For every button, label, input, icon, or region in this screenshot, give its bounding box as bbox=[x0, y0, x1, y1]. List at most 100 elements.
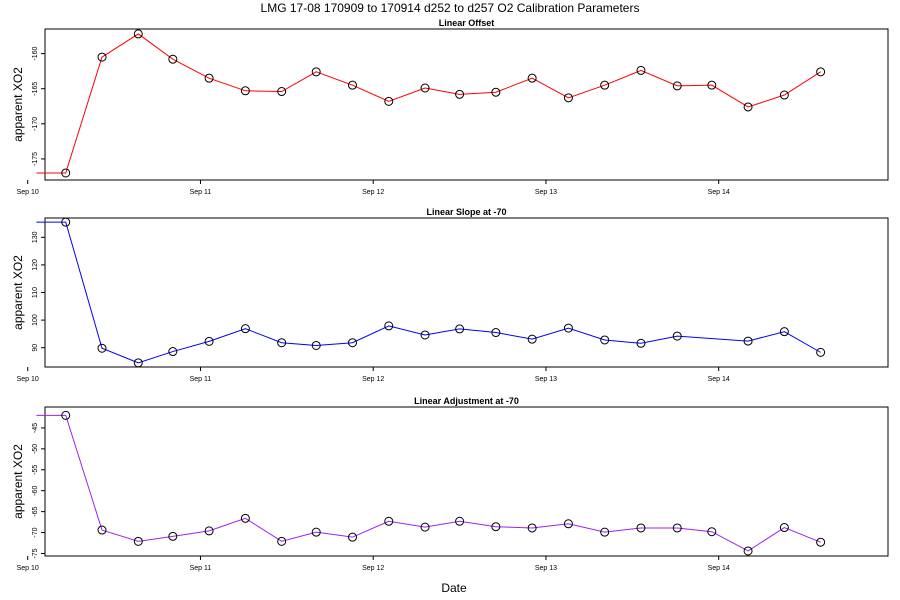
panel-3-data-point bbox=[743, 546, 753, 556]
panel-3-frame bbox=[44, 406, 889, 557]
panel-1-x-tick-label: Sep 11 bbox=[190, 189, 212, 196]
panel-1-y-tick-label: -170 bbox=[32, 117, 39, 131]
panel-3-data-point bbox=[455, 516, 465, 526]
panel-2-data-point bbox=[97, 343, 107, 353]
panel-3-x-tick-label: Sep 11 bbox=[190, 565, 212, 572]
panel-3-data-point bbox=[527, 523, 537, 533]
x-axis-label: Date bbox=[441, 581, 467, 595]
panel-3-data-point bbox=[61, 410, 71, 420]
panel-1-x-tick-label: Sep 10 bbox=[17, 189, 39, 196]
panel-3-x-tick-label: Sep 13 bbox=[535, 565, 557, 572]
panel-2-x-tick-label: Sep 10 bbox=[17, 376, 39, 383]
panel-1-data-point bbox=[97, 52, 107, 62]
panel-2-data-point bbox=[277, 338, 287, 348]
panel-2-data-point bbox=[204, 336, 214, 346]
panel-2-data-point bbox=[600, 335, 610, 345]
panel-3-data-point bbox=[133, 536, 143, 546]
panel-3-data-point bbox=[420, 522, 430, 532]
panel-2-x-tick-label: Sep 13 bbox=[535, 376, 557, 383]
panel-1-data-point bbox=[420, 83, 430, 93]
panel-2-data-point bbox=[61, 217, 71, 227]
panel-3-data-point bbox=[347, 532, 357, 542]
panel-1-data-point bbox=[61, 168, 71, 178]
panel-1-data-point bbox=[384, 96, 394, 106]
panel-2-x-tick-label: Sep 11 bbox=[190, 376, 212, 383]
panel-1-data-point bbox=[527, 73, 537, 83]
panel-3-data-point bbox=[277, 536, 287, 546]
panel-1-data-point bbox=[204, 73, 214, 83]
panel-3-data-point bbox=[97, 525, 107, 535]
panel-2-y-tick-label: 130 bbox=[32, 231, 39, 243]
panel-1-x-tick-label: Sep 13 bbox=[535, 189, 557, 196]
panel-3-data-point bbox=[204, 526, 214, 536]
panel-3-x-tick-label: Sep 12 bbox=[362, 565, 384, 572]
panel-2-data-point bbox=[455, 324, 465, 334]
panel-3-data-point bbox=[779, 523, 789, 533]
panel-1-title: Linear Offset bbox=[439, 18, 495, 28]
panel-1-data-point bbox=[491, 87, 501, 97]
panel-3-data-point bbox=[672, 523, 682, 533]
panel-3-data-point bbox=[384, 516, 394, 526]
panel-3-x-tick-label: Sep 14 bbox=[708, 565, 730, 572]
panel-3-data-point bbox=[168, 531, 178, 541]
panel-2-data-point bbox=[672, 331, 682, 341]
panel-2-data-point bbox=[133, 358, 143, 368]
panel-1-data-point bbox=[563, 93, 573, 103]
panel-3-data-point bbox=[240, 513, 250, 523]
panel-3-data-point bbox=[816, 537, 826, 547]
panel-2-data-point bbox=[563, 323, 573, 333]
panel-3-data-point bbox=[311, 527, 321, 537]
panel-1-x-tick-label: Sep 12 bbox=[362, 189, 384, 196]
panel-2-data-point bbox=[384, 321, 394, 331]
panel-2-y-tick-label: 110 bbox=[32, 287, 39, 298]
panel-2-y-axis-label: apparent XO2 bbox=[11, 255, 25, 330]
panel-2-y-tick-label: 120 bbox=[32, 259, 39, 271]
panel-1-data-point bbox=[707, 80, 717, 90]
panel-3-y-tick-label: -60 bbox=[32, 486, 39, 496]
panel-3-series-line bbox=[36, 414, 821, 552]
figure-title: LMG 17-08 170909 to 170914 d252 to d257 … bbox=[261, 1, 640, 15]
panel-3-y-axis-label: apparent XO2 bbox=[11, 444, 25, 519]
panel-2-y-tick-label: 90 bbox=[32, 344, 39, 352]
panel-2-y-tick-label: 100 bbox=[32, 314, 39, 326]
panel-3-y-tick-label: -70 bbox=[32, 527, 39, 537]
panel-2-data-point bbox=[636, 338, 646, 348]
panel-1-y-axis-label: apparent XO2 bbox=[11, 67, 25, 142]
panel-1-y-tick-label: -175 bbox=[32, 152, 39, 166]
panel-2-data-point bbox=[743, 336, 753, 346]
panel-2-data-point bbox=[347, 338, 357, 348]
panel-3-data-point bbox=[491, 522, 501, 532]
panel-2-data-point bbox=[311, 340, 321, 350]
panel-3-data-point bbox=[600, 527, 610, 537]
panel-2-data-point bbox=[779, 327, 789, 337]
panel-3-y-tick-label: -50 bbox=[32, 444, 39, 454]
panel-2-data-point bbox=[491, 328, 501, 338]
panel-2-data-point bbox=[240, 324, 250, 334]
panel-2-data-point bbox=[527, 334, 537, 344]
panel-1-series-line bbox=[36, 33, 821, 174]
panel-3-title: Linear Adjustment at -70 bbox=[414, 396, 519, 406]
panel-2-x-tick-label: Sep 12 bbox=[362, 376, 384, 383]
panel-1-data-point bbox=[672, 81, 682, 91]
panel-1-data-point bbox=[600, 80, 610, 90]
panel-1-data-point bbox=[133, 29, 143, 39]
panel-1-data-point bbox=[743, 102, 753, 112]
panel-1-y-tick-label: -165 bbox=[32, 82, 39, 96]
panel-1-data-point bbox=[277, 87, 287, 97]
panel-3-data-point bbox=[636, 523, 646, 533]
panel-1-data-point bbox=[168, 54, 178, 64]
panel-1-data-point bbox=[636, 65, 646, 75]
panel-3-data-point bbox=[563, 519, 573, 529]
panel-2-series-line bbox=[36, 221, 821, 364]
panel-1-data-point bbox=[779, 90, 789, 100]
panel-3-y-tick-label: -45 bbox=[32, 423, 39, 433]
panel-3-y-tick-label: -65 bbox=[32, 506, 39, 516]
panel-1-data-point bbox=[347, 80, 357, 90]
panel-3-data-point bbox=[707, 527, 717, 537]
panel-2-frame bbox=[44, 217, 889, 368]
panel-2-title: Linear Slope at -70 bbox=[426, 207, 506, 217]
panel-1-x-tick-label: Sep 14 bbox=[708, 189, 730, 196]
panel-1-data-point bbox=[816, 67, 826, 77]
panel-1-y-tick-label: -160 bbox=[32, 46, 39, 60]
